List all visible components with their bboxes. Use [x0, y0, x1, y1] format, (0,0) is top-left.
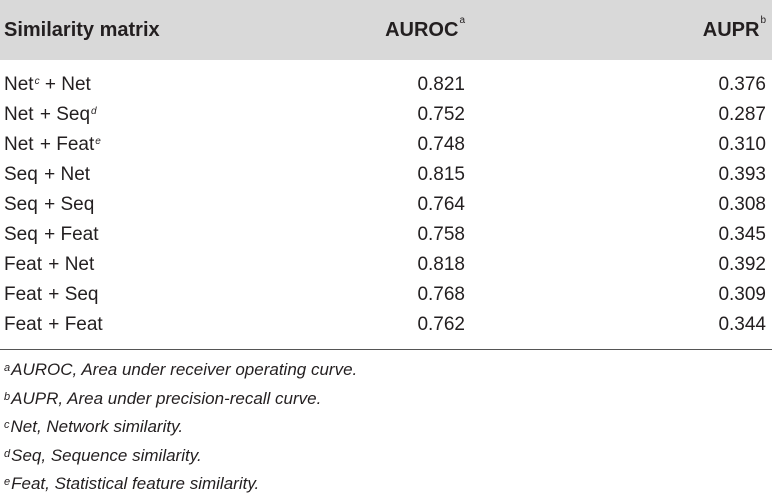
cell-auroc: 0.748 — [417, 134, 465, 155]
cell-similarity-matrix: Netc + Net — [0, 60, 260, 100]
cell-auroc: 0.818 — [417, 254, 465, 275]
footnote-text: Net, Network similarity. — [10, 417, 184, 436]
footnote: cNet, Network similarity. — [4, 413, 764, 442]
header-auroc: AUROCa — [260, 0, 465, 60]
header-similarity-matrix-label: Similarity matrix — [4, 18, 160, 41]
cell-aupr: 0.376 — [718, 74, 766, 95]
matrix-operator: + — [39, 74, 62, 95]
footnote-mark: c — [4, 419, 10, 431]
matrix-operator: + — [43, 314, 65, 335]
results-table-container: Similarity matrix AUROCa AUPRb Netc + Ne… — [0, 0, 772, 348]
matrix-second-term: Seq — [60, 194, 95, 215]
matrix-second-term: Seq — [64, 284, 99, 305]
cell-aupr: 0.392 — [718, 254, 766, 275]
table-row: Feat + Seq 0.768 0.309 — [0, 280, 772, 310]
footnote: bAUPR, Area under precision-recall curve… — [4, 385, 764, 414]
table-row: Seq + Seq 0.764 0.308 — [0, 190, 772, 220]
header-auroc-footnote-mark: a — [459, 14, 465, 26]
matrix-operator: + — [43, 284, 65, 305]
cell-similarity-matrix: Seq + Seq — [0, 190, 260, 220]
table-row: Seq + Net 0.815 0.393 — [0, 160, 772, 190]
matrix-second-term: Net — [64, 254, 95, 275]
header-row: Similarity matrix AUROCa AUPRb — [0, 0, 772, 60]
matrix-operator: + — [43, 254, 65, 275]
header-auroc-label: AUROC — [385, 18, 459, 41]
table-row: Net + Seqd 0.752 0.287 — [0, 100, 772, 130]
cell-aupr: 0.309 — [718, 284, 766, 305]
matrix-first-term: Feat — [4, 284, 43, 305]
cell-aupr: 0.310 — [718, 134, 766, 155]
footnote-mark: a — [4, 362, 11, 374]
footnote-mark: b — [4, 390, 11, 403]
cell-auroc: 0.752 — [417, 104, 465, 125]
similarity-results-table: Similarity matrix AUROCa AUPRb Netc + Ne… — [0, 0, 772, 348]
cell-aupr: 0.344 — [718, 314, 766, 335]
matrix-first-term: Seq — [4, 224, 38, 245]
footnote-mark: d — [4, 447, 11, 460]
cell-similarity-matrix: Seq + Net — [0, 160, 260, 190]
footnote: dSeq, Sequence similarity. — [4, 442, 764, 471]
header-aupr-footnote-mark: b — [760, 14, 766, 26]
cell-similarity-matrix: Net + Seqd — [0, 100, 260, 130]
table-row: Netc + Net 0.821 0.376 — [0, 60, 772, 100]
matrix-first-term: Seq — [4, 164, 38, 185]
header-similarity-matrix: Similarity matrix — [0, 0, 260, 60]
table-bottom-rule — [0, 349, 772, 350]
matrix-first-term: Net — [4, 104, 34, 125]
cell-auroc: 0.758 — [417, 224, 465, 245]
table-row: Feat + Net 0.818 0.392 — [0, 250, 772, 280]
cell-aupr: 0.393 — [718, 164, 766, 185]
footnote: aAUROC, Area under receiver operating cu… — [4, 356, 764, 385]
matrix-second-term-footnote-mark: d — [91, 106, 97, 117]
matrix-first-term: Net — [4, 134, 34, 155]
footnote-text: Feat, Statistical feature similarity. — [11, 474, 260, 493]
matrix-operator: + — [34, 134, 57, 155]
matrix-second-term: Feat — [60, 224, 99, 245]
cell-aupr: 0.345 — [718, 224, 766, 245]
matrix-second-term: Feat — [56, 134, 95, 155]
footnotes: aAUROC, Area under receiver operating cu… — [4, 356, 764, 499]
footnote-mark: e — [4, 476, 11, 488]
matrix-first-term: Feat — [4, 254, 43, 275]
matrix-second-term: Net — [60, 164, 91, 185]
table-header: Similarity matrix AUROCa AUPRb — [0, 0, 772, 60]
table-row: Seq + Feat 0.758 0.345 — [0, 220, 772, 250]
matrix-operator: + — [38, 164, 61, 185]
matrix-first-term-footnote-mark: c — [34, 76, 40, 87]
matrix-second-term-footnote-mark: e — [95, 136, 101, 147]
matrix-second-term: Feat — [64, 314, 103, 335]
header-aupr: AUPRb — [465, 0, 772, 60]
table-body: Netc + Net 0.821 0.376 Net + Seqd 0.752 0.287… — [0, 60, 772, 348]
matrix-first-term: Seq — [4, 194, 38, 215]
matrix-first-term: Net — [4, 74, 34, 95]
cell-auroc: 0.815 — [417, 164, 465, 185]
matrix-first-term: Feat — [4, 314, 43, 335]
table-row: Net + Feate 0.748 0.310 — [0, 130, 772, 160]
cell-similarity-matrix: Feat + Feat — [0, 310, 260, 348]
matrix-operator: + — [34, 104, 57, 125]
cell-aupr: 0.308 — [718, 194, 766, 215]
matrix-operator: + — [38, 194, 61, 215]
footnote-text: AUPR, Area under precision-recall curve. — [11, 388, 322, 408]
cell-similarity-matrix: Net + Feate — [0, 130, 260, 160]
cell-auroc: 0.821 — [417, 74, 465, 95]
header-aupr-label: AUPR — [702, 18, 760, 41]
matrix-operator: + — [38, 224, 61, 245]
cell-similarity-matrix: Seq + Feat — [0, 220, 260, 250]
cell-auroc: 0.762 — [417, 314, 465, 335]
footnote-text: Seq, Sequence similarity. — [11, 445, 202, 465]
table-row: Feat + Feat 0.762 0.344 — [0, 310, 772, 348]
cell-auroc: 0.764 — [417, 194, 465, 215]
matrix-second-term: Net — [61, 74, 91, 95]
cell-aupr: 0.287 — [718, 104, 766, 125]
cell-auroc: 0.768 — [417, 284, 465, 305]
cell-similarity-matrix: Feat + Seq — [0, 280, 260, 310]
matrix-second-term: Seq — [56, 104, 91, 125]
footnote-text: AUROC, Area under receiver operating cur… — [11, 360, 358, 379]
cell-similarity-matrix: Feat + Net — [0, 250, 260, 280]
footnote: eFeat, Statistical feature similarity. — [4, 470, 764, 499]
